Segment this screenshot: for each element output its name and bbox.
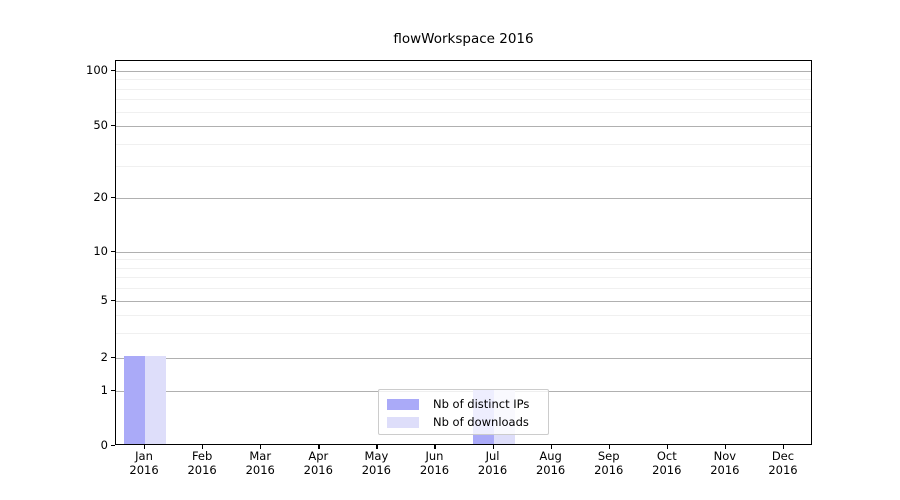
gridline-minor bbox=[116, 111, 811, 113]
y-axis-tick-label: 1 bbox=[100, 383, 108, 397]
x-axis-tick-label-year: 2016 bbox=[594, 463, 624, 477]
chart-title: flowWorkspace 2016 bbox=[393, 31, 534, 47]
x-axis-tick-label: Apr 2016 bbox=[290, 449, 346, 477]
gridline-major bbox=[116, 71, 811, 72]
x-axis-tick-label: Nov 2016 bbox=[697, 449, 753, 477]
gridline-minor bbox=[116, 79, 811, 81]
x-axis-tick-mark bbox=[144, 445, 146, 449]
legend-swatch bbox=[387, 416, 419, 428]
x-axis-tick-label-month: Mar bbox=[249, 449, 272, 463]
gridline-minor bbox=[116, 332, 811, 334]
x-axis-tick-mark bbox=[782, 445, 785, 449]
bar bbox=[145, 356, 167, 444]
y-axis-tick-label: 100 bbox=[86, 63, 108, 77]
x-axis-tick-label: Jan 2016 bbox=[116, 449, 172, 477]
x-axis-tick-label: Feb 2016 bbox=[174, 449, 230, 477]
gridline-major bbox=[116, 301, 811, 302]
x-axis-tick-mark bbox=[202, 445, 204, 449]
plot-area bbox=[115, 60, 812, 445]
x-axis-tick-label: Mar 2016 bbox=[232, 449, 288, 477]
y-axis-tick-mark bbox=[111, 300, 115, 302]
x-axis-tick-mark bbox=[492, 445, 494, 449]
x-axis-tick-mark bbox=[260, 445, 262, 449]
y-axis-tick-label: 50 bbox=[93, 118, 108, 132]
gridline-minor bbox=[116, 314, 811, 316]
x-axis-tick-label: Oct 2016 bbox=[639, 449, 695, 477]
y-axis-tick-mark bbox=[111, 445, 115, 447]
legend-label: Nb of downloads bbox=[433, 415, 529, 429]
x-axis-tick-label-year: 2016 bbox=[652, 463, 682, 477]
x-axis-tick-label: Dec 2016 bbox=[755, 449, 811, 477]
x-axis-tick-label-year: 2016 bbox=[187, 463, 217, 477]
x-axis-tick-label-month: Jan bbox=[135, 449, 153, 463]
gridline-minor bbox=[116, 288, 811, 290]
gridline-minor bbox=[116, 277, 811, 279]
x-axis-tick-label-year: 2016 bbox=[303, 463, 333, 477]
x-axis-tick-label-month: Oct bbox=[656, 449, 677, 463]
x-axis-tick-label-year: 2016 bbox=[710, 463, 740, 477]
y-axis-tick-label: 2 bbox=[100, 350, 108, 364]
legend-item[interactable]: Nb of downloads bbox=[387, 413, 540, 431]
x-axis-tick-label-month: Dec bbox=[771, 449, 795, 463]
x-axis-tick-labels: Jan 2016 Feb 2016 Mar 2016 Apr 2016 May 2016 Jun 20… bbox=[115, 449, 812, 493]
x-axis-tick-label-year: 2016 bbox=[477, 463, 508, 477]
x-axis-tick-label-year: 2016 bbox=[245, 463, 275, 477]
bar bbox=[124, 356, 146, 444]
legend-label: Nb of distinct IPs bbox=[433, 397, 530, 411]
y-axis-tick-labels: 0 1 2 5 10 20 50 100 bbox=[64, 60, 108, 451]
x-axis-tick-label-year: 2016 bbox=[129, 463, 159, 477]
y-axis-tick-mark bbox=[111, 197, 115, 199]
y-axis-tick-label: 20 bbox=[93, 190, 108, 204]
y-axis-tick-mark bbox=[111, 251, 115, 253]
x-axis-tick-mark bbox=[376, 445, 378, 449]
x-axis-tick-label-month: May bbox=[364, 449, 389, 463]
gridline-major bbox=[116, 198, 811, 199]
x-axis-tick-label-year: 2016 bbox=[361, 463, 392, 477]
y-axis-tick-label: 5 bbox=[100, 293, 108, 307]
x-axis-tick-label-month: Feb bbox=[191, 449, 213, 463]
legend-swatch bbox=[387, 398, 419, 410]
gridline-major bbox=[116, 358, 811, 359]
gridline-major bbox=[116, 252, 811, 253]
y-axis-tick-mark bbox=[111, 125, 115, 127]
x-axis-tick-label: Jun 2016 bbox=[406, 449, 462, 477]
y-axis-tick-mark bbox=[111, 390, 115, 392]
gridline-minor bbox=[116, 99, 811, 101]
gridline-minor bbox=[116, 143, 811, 145]
legend-item[interactable]: Nb of distinct IPs bbox=[387, 395, 540, 413]
x-axis-tick-label-year: 2016 bbox=[768, 463, 798, 477]
x-axis-tick-label-month: Aug bbox=[539, 449, 562, 463]
x-axis-tick-label-month: Jun bbox=[425, 449, 444, 463]
x-axis-tick-mark bbox=[608, 445, 610, 449]
x-axis-tick-mark bbox=[318, 445, 320, 449]
x-axis-tick-label: Aug 2016 bbox=[523, 449, 579, 477]
y-axis-tick-label: 0 bbox=[100, 438, 108, 452]
x-axis-tick-mark bbox=[434, 445, 436, 449]
gridline-minor bbox=[116, 88, 811, 90]
x-axis-tick-mark bbox=[550, 445, 552, 449]
y-axis-tick-label: 10 bbox=[93, 244, 108, 258]
x-axis-tick-label-month: Jul bbox=[485, 449, 500, 463]
x-axis-tick-mark bbox=[666, 445, 669, 449]
x-axis-tick-label-year: 2016 bbox=[535, 463, 566, 477]
gridline-minor bbox=[116, 166, 811, 168]
x-axis-tick-label: May 2016 bbox=[348, 449, 404, 477]
x-axis-tick-label-month: Sep bbox=[597, 449, 620, 463]
x-axis-tick-label-month: Apr bbox=[308, 449, 329, 463]
gridline-minor bbox=[116, 267, 811, 269]
x-axis-tick-label-month: Nov bbox=[713, 449, 737, 463]
chart-legend[interactable]: Nb of distinct IPs Nb of downloads bbox=[378, 389, 549, 435]
y-axis-tick-mark bbox=[111, 357, 115, 359]
y-axis-tick-mark bbox=[111, 70, 115, 72]
x-axis-tick-mark bbox=[724, 445, 727, 449]
gridline-major bbox=[116, 126, 811, 127]
x-axis-tick-label: Sep 2016 bbox=[581, 449, 637, 477]
gridline-minor bbox=[116, 259, 811, 261]
x-axis-tick-label-year: 2016 bbox=[419, 463, 450, 477]
x-axis-tick-label: Jul 2016 bbox=[465, 449, 521, 477]
